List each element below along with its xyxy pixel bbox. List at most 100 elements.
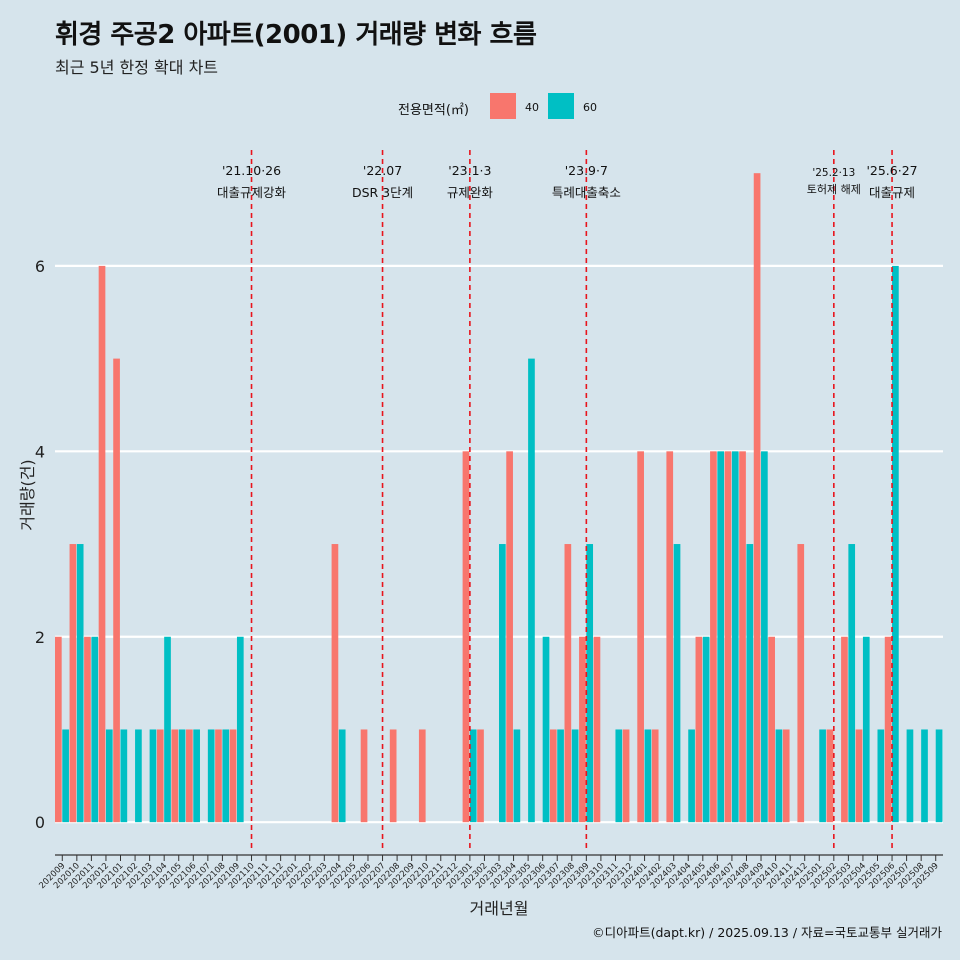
bar-60-202509 bbox=[935, 729, 943, 823]
y-tick-label: 4 bbox=[35, 442, 45, 461]
bar-40-202304 bbox=[506, 451, 513, 823]
bar-60-202403 bbox=[673, 544, 681, 823]
bar-60-202009 bbox=[62, 729, 69, 823]
chart-subtitle: 최근 5년 한정 확대 차트 bbox=[55, 58, 219, 77]
bar-40-202204 bbox=[331, 544, 339, 823]
event-label: 특례대출축소 bbox=[552, 185, 621, 200]
bar-60-202307 bbox=[557, 729, 564, 823]
bar-60-202305 bbox=[528, 358, 535, 823]
event-date-label: '22.07 bbox=[363, 163, 402, 178]
bar-40-202502 bbox=[826, 729, 834, 823]
bar-60-202501 bbox=[819, 729, 826, 823]
bar-40-202010 bbox=[69, 544, 77, 823]
bar-60-202011 bbox=[91, 636, 99, 823]
bar-60-202507 bbox=[906, 729, 914, 823]
bar-40-202506 bbox=[884, 636, 892, 823]
bar-60-202012 bbox=[105, 729, 113, 823]
legend-label-40: 40 bbox=[525, 101, 539, 114]
legend-label-60: 60 bbox=[583, 101, 597, 114]
bar-40-202009 bbox=[55, 636, 62, 823]
bar-40-202309 bbox=[579, 636, 586, 823]
bar-60-202301 bbox=[469, 729, 477, 823]
bar-60-202308 bbox=[571, 729, 579, 823]
caption: ©디아파트(dapt.kr) / 2025.09.13 / 자료=국토교통부 실… bbox=[592, 925, 942, 940]
bar-40-202411 bbox=[782, 729, 790, 823]
bar-60-202404 bbox=[688, 729, 695, 823]
bar-40-202405 bbox=[695, 636, 703, 823]
bar-40-202011 bbox=[84, 636, 91, 823]
bar-40-202503 bbox=[841, 636, 848, 823]
bar-60-202103 bbox=[149, 729, 157, 823]
y-axis-title: 거래량(건) bbox=[18, 459, 37, 530]
event-date-label: '25.2·13 bbox=[812, 167, 855, 179]
bar-40-202409 bbox=[753, 173, 761, 823]
bar-60-202503 bbox=[848, 544, 856, 823]
bar-40-202310 bbox=[593, 636, 601, 823]
event-date-label: '21.10·26 bbox=[222, 163, 281, 178]
bar-60-202410 bbox=[775, 729, 783, 823]
bar-60-202204 bbox=[338, 729, 346, 823]
bar-40-202410 bbox=[768, 636, 775, 823]
bar-40-202206 bbox=[360, 729, 368, 823]
bar-60-202010 bbox=[76, 544, 84, 823]
bar-60-202109 bbox=[236, 636, 244, 823]
bar-60-202405 bbox=[702, 636, 710, 823]
legend-title: 전용면적(㎡) bbox=[398, 103, 469, 118]
event-date-label: '25.6·27 bbox=[866, 163, 917, 178]
y-tick-label: 6 bbox=[35, 257, 45, 276]
bar-60-202102 bbox=[135, 729, 142, 823]
bar-60-202306 bbox=[542, 636, 550, 823]
chart-title: 휘경 주공2 아파트(2001) 거래량 변화 흐름 bbox=[55, 20, 537, 50]
bar-40-202012 bbox=[98, 265, 106, 823]
bar-40-202106 bbox=[186, 729, 193, 823]
bar-60-202409 bbox=[761, 451, 768, 823]
bar-60-202506 bbox=[892, 265, 899, 823]
bar-60-202303 bbox=[499, 544, 506, 823]
y-tick-label: 0 bbox=[35, 813, 45, 832]
bar-40-202105 bbox=[171, 729, 179, 823]
bar-40-202407 bbox=[724, 451, 732, 823]
bar-60-202304 bbox=[513, 729, 521, 823]
event-label: 토허제 해제 bbox=[807, 182, 861, 196]
bar-40-202412 bbox=[797, 544, 805, 823]
event-label: 규제완화 bbox=[447, 185, 494, 200]
bar-60-202106 bbox=[193, 729, 200, 823]
bar-40-202101 bbox=[113, 358, 120, 823]
bar-60-202505 bbox=[877, 729, 885, 823]
legend-key-40 bbox=[490, 93, 516, 119]
bar-40-202109 bbox=[229, 729, 237, 823]
event-label: DSR 3단계 bbox=[352, 185, 413, 200]
bar-40-202302 bbox=[477, 729, 484, 823]
bar-60-202101 bbox=[120, 729, 128, 823]
bar-40-202504 bbox=[855, 729, 863, 823]
x-axis-title: 거래년월 bbox=[470, 899, 529, 918]
event-label: 대출규제 bbox=[869, 185, 915, 200]
bar-60-202311 bbox=[615, 729, 623, 823]
event-date-label: '23.1·3 bbox=[448, 163, 491, 178]
bar-40-202210 bbox=[418, 729, 426, 823]
bar-40-202307 bbox=[549, 729, 557, 823]
bar-60-202107 bbox=[207, 729, 215, 823]
legend-key-60 bbox=[548, 93, 574, 119]
bar-40-202402 bbox=[651, 729, 659, 823]
bar-40-202108 bbox=[215, 729, 222, 823]
bar-40-202408 bbox=[739, 451, 746, 823]
bar-60-202105 bbox=[178, 729, 186, 823]
bar-40-202406 bbox=[710, 451, 717, 823]
bar-60-202104 bbox=[164, 636, 171, 823]
bar-40-202104 bbox=[156, 729, 164, 823]
bar-60-202504 bbox=[862, 636, 870, 823]
event-date-label: '23.9·7 bbox=[565, 163, 608, 178]
bar-60-202401 bbox=[644, 729, 652, 823]
bar-60-202309 bbox=[586, 544, 594, 823]
bar-40-202312 bbox=[622, 729, 630, 823]
bar-60-202408 bbox=[746, 544, 754, 823]
bar-40-202301 bbox=[462, 451, 470, 823]
bar-40-202308 bbox=[564, 544, 572, 823]
bar-60-202406 bbox=[717, 451, 725, 823]
bar-40-202403 bbox=[666, 451, 674, 823]
bar-40-202401 bbox=[637, 451, 644, 823]
bar-60-202407 bbox=[731, 451, 739, 823]
y-tick-label: 2 bbox=[35, 628, 45, 647]
